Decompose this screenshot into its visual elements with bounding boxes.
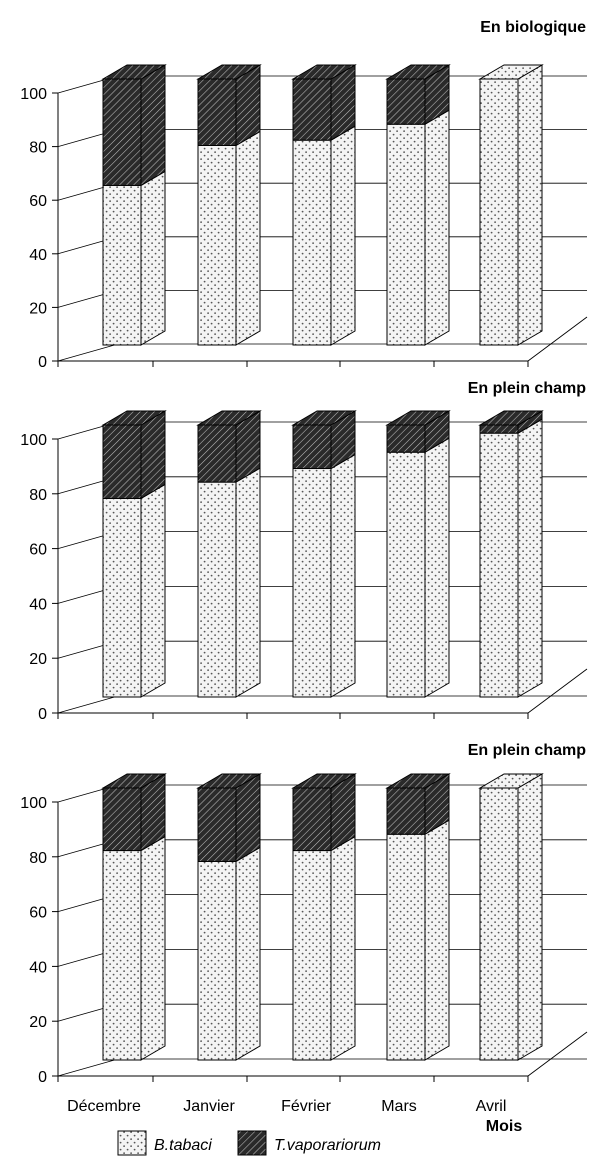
bar-top-4 [478,773,544,789]
x-tick-label: Février [281,1098,331,1115]
bar-top-2 [291,773,357,789]
bar-btabaci-0 [102,483,166,698]
bar-top-3 [385,64,451,80]
side-gridline [57,343,119,362]
y-tick-label: 0 [38,706,47,723]
y-tick-label: 80 [29,487,47,504]
x-axis-title: Mois [486,1118,523,1135]
side-gridline [57,1058,119,1077]
bar-top-1 [196,773,262,789]
bar-btabaci-2 [292,125,356,346]
legend-swatch [237,1130,267,1156]
y-tick-label: 20 [29,1014,47,1031]
bar-btabaci-3 [386,109,450,346]
bar-tvaporariorum-0 [102,64,166,187]
bar-top-2 [291,410,357,426]
bar-tvaporariorum-1 [197,410,261,483]
bar-tvaporariorum-3 [386,64,450,126]
bar-tvaporariorum-2 [292,64,356,142]
bar-top-0 [101,64,167,80]
bar-btabaci-4 [479,64,543,346]
bar-btabaci-2 [292,835,356,1061]
y-tick-label: 20 [29,651,47,668]
side-gridline [57,695,119,714]
bar-btabaci-2 [292,453,356,698]
x-tick-label: Décembre [67,1098,141,1115]
bar-tvaporariorum-1 [197,773,261,863]
bar-tvaporariorum-0 [102,410,166,500]
x-tick-label: Janvier [183,1098,235,1115]
y-tick-label: 40 [29,247,47,264]
legend-label: B.tabaci [154,1137,212,1154]
bar-top-1 [196,410,262,426]
y-tick-label: 100 [20,86,47,103]
floor-edge [527,1031,588,1077]
chart-panel-3: En plein champ 0 20 40 60 80 100 [20,742,588,1086]
bar-btabaci-3 [386,819,450,1061]
y-tick-label: 60 [29,905,47,922]
chart-title: En plein champ [468,380,586,397]
y-tick-label: 60 [29,542,47,559]
bar-top-0 [101,773,167,789]
bar-top-0 [101,410,167,426]
bar-tvaporariorum-1 [197,64,261,147]
bar-btabaci-1 [197,130,261,346]
y-tick-label: 80 [29,850,47,867]
chart-panel-2: En plein champ 0 20 40 60 80 100 [20,380,588,723]
bar-top-4 [478,64,544,80]
y-tick-label: 100 [20,795,47,812]
bar-btabaci-3 [386,437,450,698]
y-tick-label: 40 [29,959,47,976]
bar-top-3 [385,410,451,426]
chart-title: En biologique [480,19,586,36]
y-tick-label: 80 [29,140,47,157]
bar-btabaci-0 [102,835,166,1061]
bar-btabaci-1 [197,467,261,698]
x-tick-label: Avril [476,1098,507,1115]
y-tick-label: 20 [29,300,47,317]
bar-tvaporariorum-3 [386,410,450,454]
bar-top-4 [478,410,544,426]
chart-title: En plein champ [468,742,586,759]
legend-item-0: B.tabaci [117,1130,212,1156]
bar-tvaporariorum-0 [102,773,166,852]
bar-btabaci-1 [197,846,261,1061]
legend-swatch [117,1130,147,1156]
floor-edge [527,316,588,362]
y-tick-label: 0 [38,354,47,371]
bar-top-1 [196,64,262,80]
chart-panel-1: En biologique 0 20 40 60 80 100 [20,19,588,371]
x-tick-label: Mars [381,1098,417,1115]
y-tick-label: 100 [20,432,47,449]
bar-top-3 [385,773,451,789]
y-tick-label: 40 [29,596,47,613]
floor-edge [527,668,588,714]
bar-btabaci-4 [479,418,543,698]
legend-label: T.vaporariorum [274,1137,381,1154]
y-tick-label: 60 [29,193,47,210]
legend-item-1: T.vaporariorum [237,1130,381,1156]
bar-btabaci-4 [479,773,543,1061]
bar-top-2 [291,64,357,80]
y-tick-label: 0 [38,1069,47,1086]
bar-btabaci-0 [102,170,166,346]
